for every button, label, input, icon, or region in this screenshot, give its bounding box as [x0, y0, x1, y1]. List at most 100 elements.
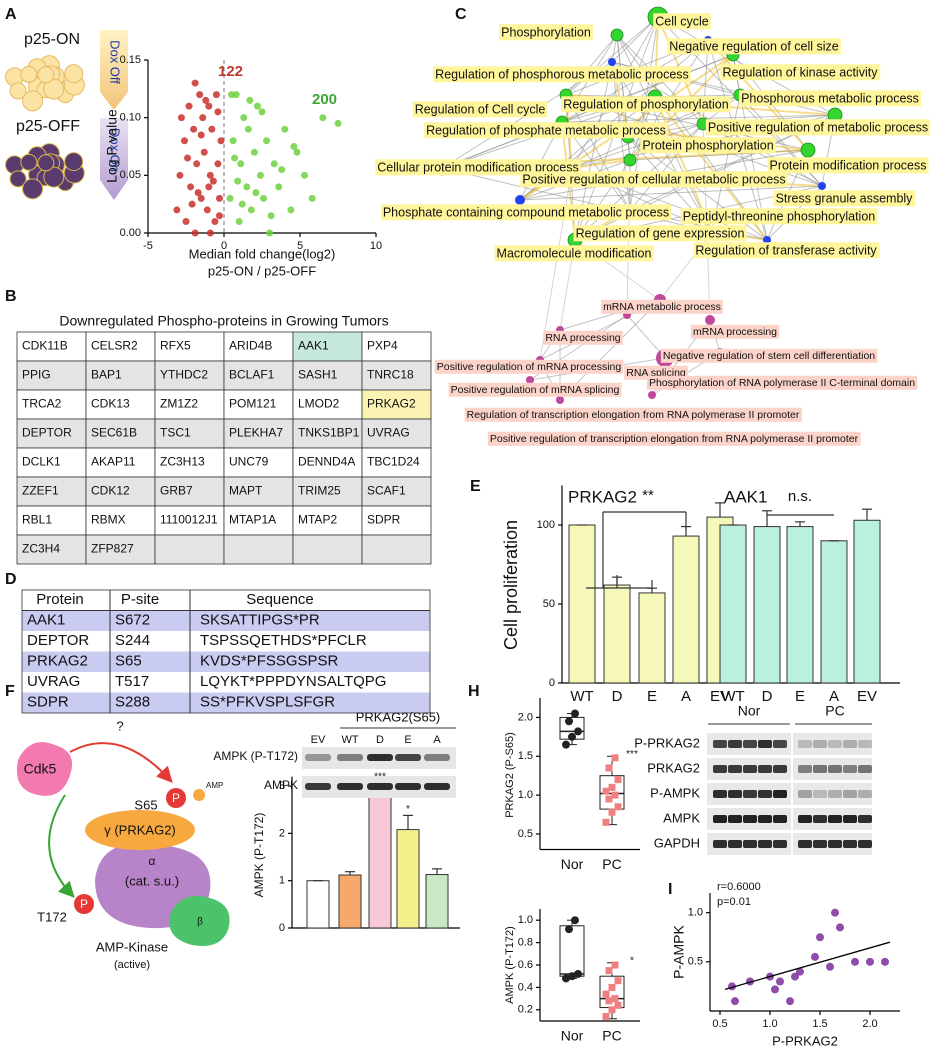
bar: [719, 524, 747, 684]
scatter-point: [214, 160, 222, 168]
scatter-point: [211, 217, 219, 225]
table-cell: [85, 331, 156, 362]
cell-text: RBMX: [91, 513, 126, 527]
ampk-diagram: [16, 742, 230, 946]
cell-text: BAP1: [91, 368, 122, 382]
group-label: PC: [825, 703, 844, 719]
cell-text: CDK13: [91, 397, 130, 411]
table-row: [22, 610, 430, 631]
network-edge: [654, 16, 659, 98]
node-label-bg: [573, 225, 747, 242]
network-node: [648, 391, 656, 399]
blot-band: [424, 783, 450, 790]
cell-text: LMOD2: [298, 397, 340, 411]
node-label-bg: [705, 119, 931, 136]
cell-shape: [37, 154, 55, 172]
node-label-bg: [739, 90, 921, 107]
cell-text: SCAF1: [367, 484, 406, 498]
table-cell: [154, 476, 225, 507]
significance-label: ***: [626, 749, 638, 760]
scatter-point: [851, 957, 859, 966]
y-tick-label: 0: [279, 922, 285, 934]
blot-band: [858, 815, 872, 823]
cell-text: ZC3H4: [22, 542, 60, 556]
node-label-bg: [448, 382, 622, 397]
cdk5-shape: [16, 742, 73, 796]
data-point: [614, 776, 622, 784]
blot-strip: [707, 783, 872, 805]
x-tick-label: 1.5: [812, 1018, 827, 1030]
x-tick-label: Nor: [561, 1028, 584, 1044]
blot-band: [843, 740, 857, 748]
data-point: [602, 990, 610, 998]
cell-text: SKSATTIPGS*PR: [200, 612, 320, 629]
table-cell: [85, 360, 156, 391]
scatter-point: [866, 957, 874, 966]
blot-row-label: GAPDH: [654, 835, 700, 850]
node-label-bg: [690, 324, 780, 339]
cell-text: ZM1Z2: [160, 397, 198, 411]
phospho-label: P: [172, 791, 180, 805]
scatter-point: [191, 229, 199, 237]
kinase-label: Cdk5: [24, 761, 57, 777]
blot-band: [798, 765, 812, 773]
dox-arrow: [100, 118, 128, 200]
cell-text: AAK1: [27, 612, 65, 629]
data-point: [602, 818, 610, 826]
phospho-label: P: [80, 897, 88, 911]
network-node: [623, 153, 637, 167]
scatter-point: [290, 143, 298, 150]
blot-band: [828, 740, 842, 748]
scatter-point: [243, 183, 251, 191]
y-tick-label: 0.00: [120, 227, 141, 239]
table-cell: [223, 389, 294, 420]
node-label: Regulation of phosphorous metabolic proc…: [435, 67, 689, 81]
data-point: [565, 717, 573, 726]
beta-shape: [169, 896, 230, 946]
panel-label: B: [5, 288, 17, 305]
bar: [603, 584, 631, 684]
bar: [568, 524, 596, 684]
y-axis-label: PRKAG2 (P-S65): [504, 732, 516, 818]
x-tick-label: 2.0: [862, 1018, 877, 1030]
cell-text: DEPTOR: [27, 632, 89, 649]
scatter-point: [247, 206, 255, 214]
table-header: Protein: [36, 591, 84, 608]
cell-text: S244: [115, 632, 150, 649]
annotation: 200: [312, 91, 337, 108]
network-edge: [519, 185, 823, 201]
x-tick-label: 0: [221, 240, 227, 252]
scatter-point: [260, 194, 268, 202]
y-tick-label: 0.6: [518, 959, 533, 971]
node-label: Negative regulation of stem cell differe…: [663, 350, 875, 362]
blot-band: [728, 815, 742, 823]
cell-text: KVDS*PFSSGSPSR: [200, 653, 339, 670]
blot-strip: [707, 833, 872, 855]
blot-strip: [707, 758, 872, 780]
site-label: S65: [134, 797, 157, 812]
scatter-point: [205, 183, 213, 191]
scatter-point: [836, 923, 844, 932]
scatter-point: [206, 229, 214, 237]
y-tick-label: 1.0: [518, 789, 533, 801]
cell-shape: [43, 166, 65, 188]
network-edge: [629, 149, 809, 161]
table-cell: [361, 360, 432, 391]
x-tick-label: -5: [143, 240, 153, 252]
cell-shape: [22, 90, 44, 112]
bar: [638, 592, 666, 684]
node-label: Positive regulation of metabolic process: [708, 120, 928, 134]
annotation: 122: [218, 63, 243, 80]
node-label-bg: [499, 24, 593, 41]
y-axis-label: P-AMPK: [671, 925, 687, 979]
x-tick-label: 10: [370, 240, 382, 252]
x-tick-label: EV: [857, 688, 877, 705]
scatter-point: [215, 194, 223, 202]
blot-band: [798, 815, 812, 823]
scatter-point: [246, 96, 254, 104]
gamma-shape: [85, 810, 195, 850]
lane-label: D: [376, 734, 384, 746]
blot-band: [858, 740, 872, 748]
significance-label: **: [642, 487, 654, 504]
scatter-point: [270, 160, 278, 168]
